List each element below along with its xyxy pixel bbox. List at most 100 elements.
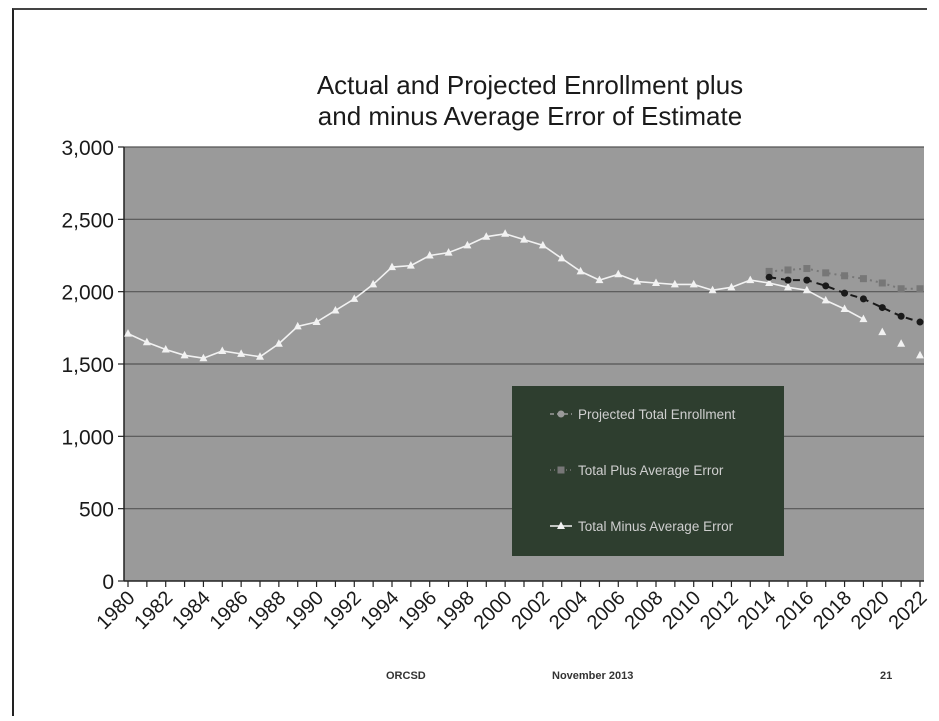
data-point (784, 266, 792, 274)
data-point (841, 272, 849, 280)
data-point (916, 350, 924, 359)
data-point (822, 282, 830, 290)
data-point (803, 276, 811, 284)
series-1 (765, 265, 924, 293)
x-tick-label: 1980 (93, 587, 140, 634)
x-tick-label: 2010 (658, 587, 705, 634)
data-point (463, 240, 472, 249)
data-point (746, 275, 755, 284)
x-tick-label: 2022 (885, 587, 932, 634)
x-tick-label: 2018 (809, 587, 856, 634)
x-tick-label: 2008 (621, 587, 668, 634)
data-point (708, 285, 717, 294)
data-point (727, 282, 736, 291)
x-tick-label: 1988 (243, 587, 290, 634)
data-point (444, 248, 453, 256)
series-line (127, 232, 864, 360)
data-point (765, 267, 773, 275)
data-point (897, 339, 906, 347)
data-point (652, 278, 660, 286)
data-point (897, 312, 905, 320)
footer-date: November 2013 (552, 670, 634, 682)
x-tick-label: 1996 (394, 587, 441, 634)
y-tick-label: 2,000 (61, 282, 114, 305)
x-tick-label: 1986 (206, 587, 253, 634)
data-point (765, 273, 773, 281)
data-point (538, 240, 547, 249)
data-point (840, 304, 849, 313)
x-tick-label: 1998 (432, 587, 479, 634)
data-point (293, 321, 302, 330)
x-tick-label: 2006 (583, 587, 630, 634)
data-point (670, 279, 679, 288)
data-point (218, 346, 227, 354)
data-point (859, 295, 867, 303)
series-2 (124, 229, 924, 362)
data-point (425, 251, 434, 259)
data-point (916, 285, 924, 293)
data-point (557, 253, 566, 262)
data-point (557, 521, 565, 529)
data-point (821, 295, 830, 304)
data-point (859, 275, 867, 283)
data-point (161, 345, 170, 353)
data-point (916, 318, 924, 326)
data-point (822, 269, 830, 277)
data-point (576, 266, 585, 275)
data-point (501, 229, 510, 237)
x-tick-label: 1992 (319, 587, 366, 634)
footer-org: ORCSD (386, 670, 426, 682)
legend-label: Projected Total Enrollment (578, 407, 736, 422)
x-tick-label: 2012 (696, 587, 743, 634)
legend-label: Total Minus Average Error (578, 519, 734, 534)
data-point (406, 261, 415, 269)
data-point (784, 276, 792, 284)
chart-title-line: and minus Average Error of Estimate (318, 101, 742, 131)
y-tick-label: 3,000 (61, 137, 114, 160)
data-point (331, 305, 340, 314)
x-tick-label: 1984 (168, 587, 215, 634)
data-point (482, 232, 491, 240)
data-point (350, 294, 359, 302)
data-point (878, 327, 887, 336)
data-point (520, 235, 528, 243)
data-point (878, 279, 886, 287)
data-point (803, 265, 811, 273)
data-point (595, 275, 604, 284)
data-point (765, 278, 774, 286)
data-point (614, 269, 623, 278)
data-point (180, 350, 189, 359)
data-point (557, 466, 565, 474)
data-point (237, 349, 246, 357)
x-tick-label: 2004 (545, 587, 592, 634)
x-tick-label: 2000 (470, 587, 517, 634)
data-point (557, 410, 565, 418)
y-tick-label: 1,500 (61, 354, 114, 377)
series-line (769, 267, 920, 290)
data-point (689, 279, 698, 288)
data-point (256, 352, 264, 360)
data-point (859, 314, 868, 323)
data-point (841, 289, 849, 297)
data-point (274, 339, 283, 347)
data-point (897, 285, 905, 293)
y-tick-label: 2,500 (61, 209, 114, 232)
x-tick-label: 2002 (507, 587, 554, 634)
data-point (199, 353, 208, 362)
data-point (878, 304, 886, 312)
data-point (312, 317, 321, 326)
y-tick-label: 500 (79, 499, 114, 522)
data-point (802, 285, 811, 294)
data-point (369, 279, 378, 288)
y-tick-label: 0 (102, 571, 114, 594)
x-tick-label: 2016 (771, 587, 818, 634)
x-tick-label: 1994 (357, 587, 404, 634)
data-point (633, 277, 642, 285)
data-point (142, 337, 151, 346)
series-0 (765, 273, 924, 326)
data-point (784, 282, 792, 291)
data-point (124, 329, 132, 337)
y-tick-label: 1,000 (61, 426, 114, 449)
slide-frame (12, 8, 927, 716)
